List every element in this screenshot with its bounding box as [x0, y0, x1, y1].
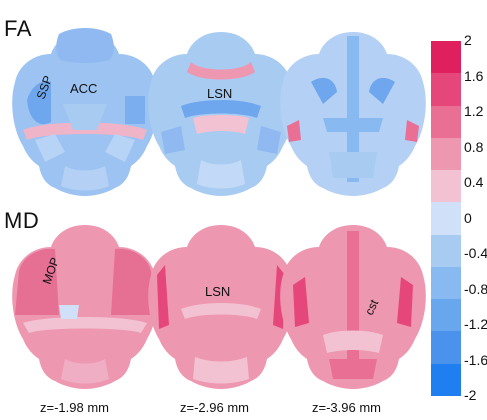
- region-label-cst: cst: [362, 297, 381, 317]
- depth-label-1: z=-1.98 mm: [40, 400, 109, 415]
- colorbar-segment: [431, 202, 461, 236]
- colorbar-segment: [431, 105, 461, 139]
- colorbar-segment: [431, 170, 461, 203]
- colorbar-tick-label: -0.4: [464, 245, 487, 261]
- fa-map-3: [280, 32, 426, 196]
- row-label-fa: FA: [4, 16, 32, 41]
- colorbar-segment: [431, 299, 461, 332]
- md-map-1: [12, 225, 158, 389]
- md-map-3: [280, 225, 426, 389]
- colorbar-tick-label: -0.8: [464, 280, 487, 297]
- colorbar: [431, 41, 461, 397]
- colorbar-tick-label: 0: [464, 209, 472, 226]
- region-label-lsn-fa: LSN: [207, 86, 232, 101]
- colorbar-tick-label: -2: [464, 387, 477, 403]
- colorbar-segment: [431, 41, 461, 74]
- depth-label-2: z=-2.96 mm: [180, 400, 249, 415]
- colorbar-tick-label: 2: [464, 32, 472, 48]
- colorbar-segment: [431, 363, 461, 397]
- colorbar-segment: [431, 234, 461, 268]
- colorbar-tick-label: 0.8: [464, 138, 484, 155]
- colorbar-tick-label: -1.2: [464, 316, 487, 332]
- colorbar-tick-label: 0.4: [464, 174, 484, 190]
- colorbar-tick-label: 1.2: [464, 103, 484, 119]
- md-map-2: [148, 225, 294, 389]
- colorbar-tick-label: -1.6: [464, 351, 487, 368]
- fa-map-2: [148, 32, 294, 196]
- colorbar-segment: [431, 331, 461, 365]
- region-label-acc: ACC: [70, 81, 97, 96]
- region-label-lsn-md: LSN: [205, 284, 230, 299]
- colorbar-segment: [431, 137, 461, 171]
- colorbar-segment: [431, 266, 461, 300]
- colorbar-tick-label: 1.6: [464, 67, 484, 84]
- row-label-md: MD: [4, 208, 40, 233]
- colorbar-segment: [431, 73, 461, 107]
- fa-map-1: [12, 28, 158, 196]
- depth-label-3: z=-3.96 mm: [312, 400, 381, 415]
